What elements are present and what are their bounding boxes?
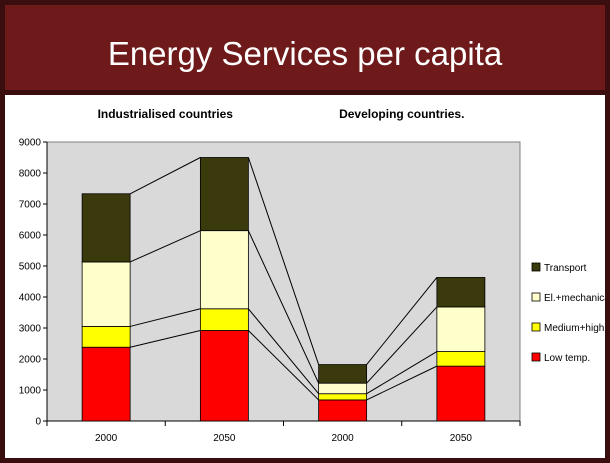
connector-line [366, 365, 438, 401]
connector-line [247, 308, 320, 395]
legend-label: Medium+high t. [544, 323, 605, 334]
bar-segment [199, 308, 249, 331]
y-tick-label: 2000 [19, 355, 42, 366]
legend-label: Low temp. [544, 353, 590, 364]
y-tick-label: 0 [35, 417, 41, 428]
bar-segment [318, 382, 368, 395]
y-tick-label: 9000 [19, 138, 42, 149]
bar-segment [436, 306, 486, 352]
chart-area: 0 1000 2000 3000 4000 5000 6000 7000 8000 9000 200… [5, 95, 605, 458]
connector-line [129, 230, 201, 263]
connector-line [130, 308, 201, 327]
group-label: Industrialised countries [98, 107, 234, 121]
connector-line [248, 330, 319, 401]
connector-line [247, 157, 320, 365]
bar-segment [318, 393, 368, 401]
bar-segment [436, 351, 486, 367]
legend-swatch [531, 352, 541, 362]
x-tick-label: 2050 [450, 433, 473, 444]
bar-segment [199, 330, 249, 422]
x-tick-label: 2000 [95, 433, 118, 444]
connector-line [366, 351, 438, 395]
legend-swatch [531, 292, 541, 302]
group-label: Developing countries. [339, 107, 464, 121]
slide-title: Energy Services per capita [107, 35, 503, 72]
bar-segment [199, 230, 249, 310]
connector-line [366, 277, 438, 365]
x-tick-label: 2050 [213, 433, 236, 444]
y-tick-label: 8000 [19, 169, 42, 180]
y-tick-label: 4000 [19, 293, 42, 304]
y-tick-label: 5000 [19, 262, 42, 273]
title-band: Energy Services per capita [5, 5, 605, 90]
connector-line [130, 329, 201, 348]
stacked-bar-chart: 0 1000 2000 3000 4000 5000 6000 7000 8000 9000 200… [19, 107, 605, 444]
connector-line [366, 306, 438, 384]
legend-label: Transport [544, 263, 587, 274]
bar-segment [436, 277, 486, 308]
x-tick-label: 2000 [332, 433, 355, 444]
y-tick-label: 3000 [19, 324, 42, 335]
legend-swatch [531, 262, 541, 272]
y-tick-label: 6000 [19, 231, 42, 242]
bar-segment [199, 157, 249, 232]
bar-segment [81, 326, 131, 348]
y-tick-label: 7000 [19, 200, 42, 211]
connector-line [247, 230, 320, 384]
connector-line [129, 157, 201, 195]
legend-swatch [531, 322, 541, 332]
legend-label: El.+mechanical [544, 293, 605, 304]
y-tick-label: 1000 [19, 386, 42, 397]
bar-segment [81, 346, 131, 422]
bar-segment [318, 399, 368, 422]
bar-segment [436, 365, 486, 422]
bar-segment [318, 364, 368, 384]
bar-segment [81, 193, 131, 263]
bar-segment [81, 261, 131, 327]
